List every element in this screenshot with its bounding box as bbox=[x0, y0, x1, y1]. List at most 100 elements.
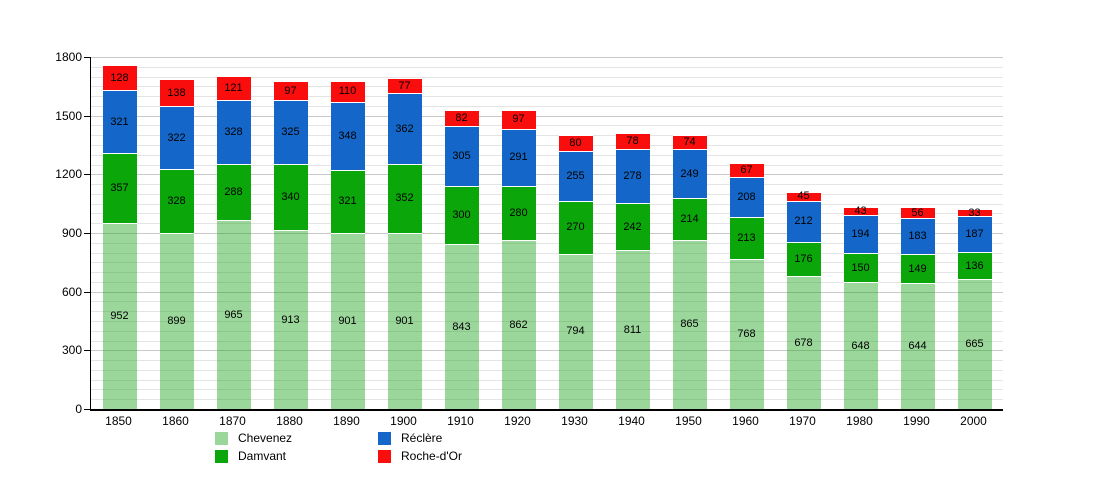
value-label: 305 bbox=[452, 149, 471, 162]
segment-roche-d-or-1860: 138 bbox=[159, 79, 194, 107]
value-label: 321 bbox=[110, 115, 129, 128]
segment-chevenez-1940: 811 bbox=[615, 250, 650, 409]
x-tick-label-1950: 1950 bbox=[675, 414, 702, 428]
minor-gridline bbox=[91, 252, 1003, 254]
legend-color-swatch bbox=[215, 431, 228, 445]
segment-damvant-1880: 340 bbox=[273, 163, 308, 231]
segment-chevenez-1970: 678 bbox=[786, 276, 821, 409]
x-tick-label-1870: 1870 bbox=[219, 414, 246, 428]
minor-gridline bbox=[91, 379, 1003, 381]
legend-label: Réclère bbox=[401, 431, 443, 445]
major-gridline bbox=[91, 233, 1003, 234]
segment-roche-d-or-1940: 78 bbox=[615, 133, 650, 149]
minor-gridline bbox=[91, 135, 1003, 137]
y-tick-label: 600 bbox=[61, 284, 82, 299]
value-label: 121 bbox=[224, 82, 243, 95]
value-label: 249 bbox=[680, 167, 699, 180]
value-label: 67 bbox=[740, 163, 753, 176]
segment-r-cl-re-2000: 187 bbox=[957, 215, 992, 253]
legend-label: Damvant bbox=[238, 449, 287, 463]
y-tick-label: 300 bbox=[61, 343, 82, 358]
major-gridline bbox=[91, 57, 1003, 58]
segment-r-cl-re-1970: 212 bbox=[786, 200, 821, 243]
value-label: 352 bbox=[395, 192, 414, 205]
value-label: 183 bbox=[908, 230, 927, 243]
y-tick-label: 900 bbox=[61, 226, 82, 240]
x-tick-label-1890: 1890 bbox=[333, 414, 360, 428]
minor-gridline bbox=[91, 262, 1003, 264]
value-label: 865 bbox=[680, 318, 699, 331]
y-axis-tick bbox=[84, 409, 90, 410]
value-label: 644 bbox=[908, 340, 927, 353]
segment-chevenez-1960: 768 bbox=[729, 258, 764, 409]
value-label: 965 bbox=[224, 308, 243, 321]
legend-color-swatch bbox=[215, 449, 228, 463]
x-tick-label-2000: 2000 bbox=[960, 414, 987, 428]
minor-gridline bbox=[91, 76, 1003, 78]
value-label: 150 bbox=[851, 261, 870, 274]
segment-r-cl-re-1940: 278 bbox=[615, 148, 650, 204]
segment-r-cl-re-1950: 249 bbox=[672, 149, 707, 199]
minor-gridline bbox=[91, 213, 1003, 215]
segment-roche-d-or-1890: 110 bbox=[330, 80, 365, 102]
segment-r-cl-re-1930: 255 bbox=[558, 151, 593, 201]
value-label: 80 bbox=[569, 137, 582, 150]
segment-damvant-1980: 150 bbox=[843, 252, 878, 283]
value-label: 270 bbox=[566, 221, 585, 234]
value-label: 768 bbox=[737, 327, 756, 340]
value-label: 77 bbox=[398, 79, 411, 92]
segment-roche-d-or-1990: 56 bbox=[900, 207, 935, 218]
value-label: 110 bbox=[338, 85, 357, 98]
segment-r-cl-re-1890: 348 bbox=[330, 102, 365, 171]
segment-damvant-1950: 214 bbox=[672, 198, 707, 240]
segment-r-cl-re-1850: 321 bbox=[102, 90, 137, 154]
segment-r-cl-re-1880: 325 bbox=[273, 100, 308, 164]
value-label: 362 bbox=[395, 122, 414, 135]
segment-r-cl-re-1980: 194 bbox=[843, 215, 878, 253]
bar-1990: 644 149 183 56 bbox=[900, 207, 935, 409]
value-label: 794 bbox=[566, 325, 585, 338]
value-label: 138 bbox=[167, 86, 186, 99]
segment-damvant-1940: 242 bbox=[615, 203, 650, 251]
value-label: 862 bbox=[509, 318, 528, 331]
segment-roche-d-or-1970: 45 bbox=[786, 191, 821, 202]
minor-gridline bbox=[91, 389, 1003, 391]
segment-chevenez-1850: 952 bbox=[102, 222, 137, 409]
x-tick-label-1860: 1860 bbox=[162, 414, 189, 428]
bar-2000: 665 136 187 33 bbox=[957, 206, 992, 409]
value-label: 187 bbox=[965, 228, 984, 241]
minor-gridline bbox=[91, 321, 1003, 322]
value-label: 291 bbox=[509, 151, 528, 164]
segment-chevenez-1890: 901 bbox=[330, 232, 365, 409]
segment-r-cl-re-1910: 305 bbox=[444, 125, 479, 186]
y-tick-label: 1500 bbox=[55, 108, 82, 123]
segment-r-cl-re-1860: 322 bbox=[159, 106, 194, 170]
value-label: 843 bbox=[452, 320, 471, 333]
value-label: 357 bbox=[110, 181, 129, 194]
value-label: 913 bbox=[281, 313, 300, 326]
minor-gridline bbox=[91, 281, 1003, 283]
bar-1920: 862 280 291 97 bbox=[501, 109, 536, 409]
segment-damvant-1930: 270 bbox=[558, 200, 593, 254]
x-tick-label-1910: 1910 bbox=[447, 414, 474, 428]
x-tick-label-1880: 1880 bbox=[276, 414, 303, 428]
segment-damvant-2000: 136 bbox=[957, 252, 992, 279]
value-label: 33 bbox=[968, 206, 981, 219]
segment-r-cl-re-1990: 183 bbox=[900, 218, 935, 254]
value-label: 300 bbox=[452, 208, 471, 221]
value-label: 128 bbox=[110, 71, 129, 84]
x-tick-label-1930: 1930 bbox=[561, 414, 588, 428]
minor-gridline bbox=[91, 340, 1003, 342]
segment-chevenez-1870: 965 bbox=[216, 220, 251, 409]
value-label: 97 bbox=[512, 113, 525, 126]
bar-1970: 678 176 212 45 bbox=[786, 191, 821, 409]
minor-gridline bbox=[91, 272, 1003, 274]
value-label: 952 bbox=[110, 309, 129, 322]
segment-damvant-1970: 176 bbox=[786, 242, 821, 277]
segment-damvant-1850: 357 bbox=[102, 153, 137, 223]
segment-roche-d-or-1880: 97 bbox=[273, 81, 308, 101]
segment-damvant-1860: 328 bbox=[159, 169, 194, 234]
minor-gridline bbox=[91, 301, 1003, 303]
segment-chevenez-1900: 901 bbox=[387, 232, 422, 409]
bar-1890: 901 321 348 110 bbox=[330, 80, 365, 409]
